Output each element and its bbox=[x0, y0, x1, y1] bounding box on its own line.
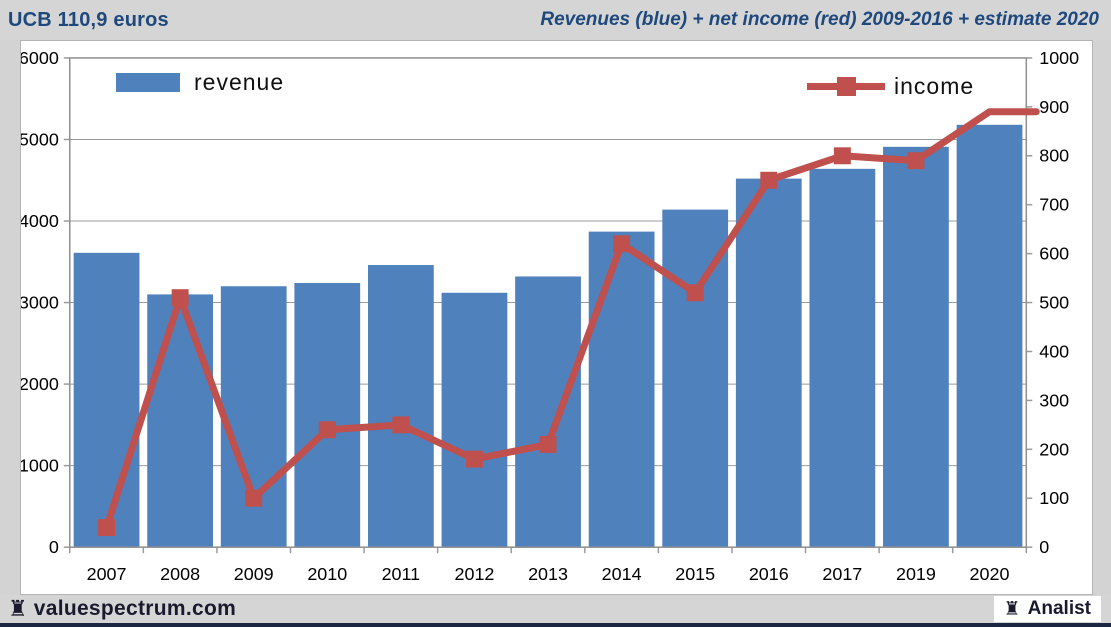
y-axis-right-label-200: 200 bbox=[1039, 439, 1069, 459]
brand: ♜ valuespectrum.com bbox=[8, 597, 236, 621]
legend-income-label: income bbox=[894, 73, 975, 99]
rook-icon: ♜ bbox=[8, 596, 28, 621]
bar-2010 bbox=[294, 282, 361, 548]
y-axis-right-label-300: 300 bbox=[1039, 390, 1069, 410]
x-axis-label-2016: 2016 bbox=[749, 564, 789, 584]
x-axis-label-2011: 2011 bbox=[382, 564, 421, 584]
income-marker-2019 bbox=[907, 152, 925, 170]
x-axis-label-2010: 2010 bbox=[307, 564, 347, 584]
y-axis-left-label-1000: 1000 bbox=[21, 456, 59, 476]
income-line bbox=[103, 108, 1040, 532]
x-axis-label-2014: 2014 bbox=[602, 564, 642, 584]
income-swatch-icon bbox=[807, 77, 885, 96]
income-marker-2015 bbox=[686, 284, 704, 302]
revenue-swatch-icon bbox=[116, 73, 180, 92]
y-axis-right-label-700: 700 bbox=[1039, 195, 1069, 215]
income-marker-icon bbox=[837, 77, 856, 96]
analist-badge: ♜ Analist bbox=[993, 596, 1101, 622]
y-axis-right-label-600: 600 bbox=[1039, 244, 1069, 264]
income-marker-2009 bbox=[245, 489, 263, 507]
y-axis-right-label-800: 800 bbox=[1039, 146, 1069, 166]
bar-2009 bbox=[220, 286, 287, 548]
bar-2020 bbox=[956, 124, 1023, 548]
chart-subtitle: Revenues (blue) + net income (red) 2009-… bbox=[540, 9, 1099, 30]
income-marker-2017 bbox=[833, 147, 851, 165]
header-bar: UCB 110,9 euros Revenues (blue) + net in… bbox=[0, 0, 1111, 40]
income-marker-2012 bbox=[465, 450, 483, 468]
bar-2011 bbox=[367, 265, 434, 548]
x-axis-label-2008: 2008 bbox=[160, 564, 200, 584]
y-axis-right-label-400: 400 bbox=[1039, 341, 1069, 361]
y-axis-left-label-2000: 2000 bbox=[21, 374, 59, 394]
bar-2008 bbox=[147, 294, 214, 548]
y-axis-left-label-4000: 4000 bbox=[21, 211, 59, 231]
footer-bar: ♜ valuespectrum.com ♜ Analist bbox=[0, 595, 1111, 627]
income-marker-2016 bbox=[760, 171, 778, 189]
y-axis-left-label-0: 0 bbox=[49, 537, 59, 557]
ticker-title: UCB 110,9 euros bbox=[8, 8, 169, 31]
y-axis-right-label-500: 500 bbox=[1039, 293, 1069, 313]
bar-2007 bbox=[73, 252, 140, 548]
x-axis-label-2013: 2013 bbox=[528, 564, 568, 584]
y-axis-left-label-3000: 3000 bbox=[21, 293, 59, 313]
y-axis-right-label-900: 900 bbox=[1039, 97, 1069, 117]
x-axis-label-2009: 2009 bbox=[234, 564, 274, 584]
y-axis-right-label-0: 0 bbox=[1039, 537, 1049, 557]
income-marker-2014 bbox=[613, 235, 631, 253]
bar-2017 bbox=[809, 168, 876, 548]
x-axis-label-2017: 2017 bbox=[822, 564, 862, 584]
brand-text: valuespectrum.com bbox=[33, 597, 237, 620]
legend-revenue-label: revenue bbox=[194, 69, 285, 95]
x-axis-label-2012: 2012 bbox=[455, 564, 495, 584]
income-marker-2008 bbox=[171, 289, 189, 307]
income-marker-2007 bbox=[98, 519, 116, 537]
income-marker-2011 bbox=[392, 416, 410, 434]
legend-revenue: revenue bbox=[116, 69, 284, 96]
bar-2012 bbox=[441, 292, 508, 548]
badge-text: Analist bbox=[1027, 598, 1091, 619]
income-marker-2013 bbox=[539, 435, 557, 453]
x-axis-label-2015: 2015 bbox=[675, 564, 715, 584]
y-axis-left-label-6000: 6000 bbox=[21, 48, 59, 68]
x-axis-label-2019: 2019 bbox=[896, 564, 936, 584]
x-axis-label-2007: 2007 bbox=[87, 564, 127, 584]
bar-2015 bbox=[662, 209, 729, 548]
y-axis-left-label-5000: 5000 bbox=[21, 129, 59, 149]
chart-panel: 0 1000 2000 3000 4000 5000 6000 0 100 200 300 400 50… bbox=[20, 40, 1093, 595]
x-axis-label-2020: 2020 bbox=[970, 564, 1010, 584]
legend-income: income bbox=[807, 73, 974, 100]
y-axis-right-label-100: 100 bbox=[1039, 488, 1069, 508]
bar-2013 bbox=[515, 276, 581, 548]
bar-2014 bbox=[588, 231, 655, 548]
rook-icon: ♜ bbox=[1003, 598, 1021, 620]
bar-2016 bbox=[735, 178, 802, 548]
y-axis-right-label-1000: 1000 bbox=[1039, 48, 1079, 68]
plot-border bbox=[69, 57, 1028, 548]
bar-2019 bbox=[883, 146, 949, 548]
combo-chart: 0 1000 2000 3000 4000 5000 6000 0 100 200 300 400 50… bbox=[21, 48, 1079, 584]
income-marker-2010 bbox=[318, 421, 336, 439]
